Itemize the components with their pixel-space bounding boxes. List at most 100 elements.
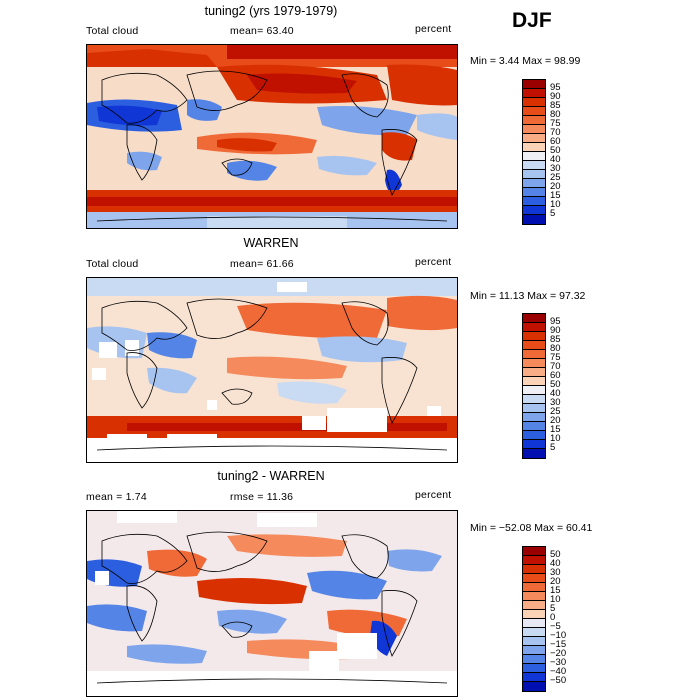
colorbar-swatch <box>523 655 545 664</box>
colorbar-tick-label: 70 <box>550 127 561 138</box>
colorbar-swatch <box>523 206 545 215</box>
colorbar-swatch <box>523 547 545 556</box>
colorbar-swatch <box>523 161 545 170</box>
colorbar-tick-label: 40 <box>550 154 561 165</box>
colorbar-swatch <box>523 619 545 628</box>
colorbar-swatch <box>523 565 545 574</box>
colorbar-swatch <box>523 116 545 125</box>
colorbar-swatch <box>523 359 545 368</box>
colorbar-swatch <box>523 107 545 116</box>
colorbar-tick-label: 15 <box>550 424 561 435</box>
colorbar-swatch <box>523 197 545 206</box>
panel2-field-label: Total cloud <box>86 258 139 270</box>
colorbar-tick-label: 30 <box>550 163 561 174</box>
colorbar-swatch <box>523 440 545 449</box>
colorbar-tick-label: 15 <box>550 190 561 201</box>
colorbar-swatch <box>523 143 545 152</box>
colorbar-tick-label: 85 <box>550 334 561 345</box>
colorbar-tick-label: 75 <box>550 118 561 129</box>
colorbar-tick-label: 90 <box>550 91 561 102</box>
colorbar-swatch <box>523 413 545 422</box>
colorbar-tick-label: 70 <box>550 361 561 372</box>
panel3-map <box>86 510 458 697</box>
colorbar-tick-label: 20 <box>550 576 561 587</box>
colorbar-swatch <box>523 601 545 610</box>
colorbar-tick-label: 5 <box>550 442 556 453</box>
colorbar-tick-label: 75 <box>550 352 561 363</box>
colorbar-swatch <box>523 592 545 601</box>
colorbar-tick-label: 50 <box>550 379 561 390</box>
colorbar-tick-label: 60 <box>550 370 561 381</box>
colorbar-tick-label: −15 <box>550 639 567 650</box>
panel3-minmax: Min = −52.08 Max = 60.41 <box>470 522 593 534</box>
colorbar-swatch <box>523 556 545 565</box>
colorbar-swatch <box>523 673 545 682</box>
colorbar-swatch <box>523 323 545 332</box>
colorbar-swatch <box>523 188 545 197</box>
panel2-map <box>86 277 458 463</box>
panel1-mean-label: mean= 63.40 <box>230 25 294 37</box>
colorbar-swatch <box>523 574 545 583</box>
colorbar-swatch <box>523 98 545 107</box>
colorbar-swatch <box>523 682 545 691</box>
colorbar-swatch <box>523 89 545 98</box>
colorbar-swatch <box>523 404 545 413</box>
colorbar-tick-label: 50 <box>550 549 561 560</box>
colorbar-swatch <box>523 377 545 386</box>
colorbar-tick-label: 40 <box>550 558 561 569</box>
colorbar-tick-label: −50 <box>550 675 567 686</box>
colorbar-tick-label: 15 <box>550 585 561 596</box>
colorbar-tick-label: 5 <box>550 603 556 614</box>
colorbar-tick-label: −40 <box>550 666 567 677</box>
colorbar-tick-label: 25 <box>550 172 561 183</box>
colorbar-tick-label: 95 <box>550 316 561 327</box>
colorbar-swatch <box>523 386 545 395</box>
colorbar-tick-label: 30 <box>550 567 561 578</box>
panel1-map <box>86 44 458 229</box>
panel3-mean-label: mean = 1.74 <box>86 491 147 503</box>
colorbar-tick-label: 90 <box>550 325 561 336</box>
colorbar-tick-label: 40 <box>550 388 561 399</box>
colorbar-tick-label: 85 <box>550 100 561 111</box>
colorbar-swatch <box>523 314 545 323</box>
colorbar-swatch <box>523 350 545 359</box>
colorbar-tick-label: 20 <box>550 181 561 192</box>
colorbar-swatch <box>523 610 545 619</box>
panel1-minmax: Min = 3.44 Max = 98.99 <box>470 55 581 67</box>
panel3-title: tuning2 - WARREN <box>217 469 325 483</box>
colorbar-swatch <box>523 332 545 341</box>
panel3-colorbar <box>522 546 546 692</box>
colorbar-swatch <box>523 170 545 179</box>
colorbar-swatch <box>523 449 545 458</box>
panel2-units-label: percent <box>415 256 452 268</box>
colorbar-tick-label: 95 <box>550 82 561 93</box>
colorbar-swatch <box>523 628 545 637</box>
colorbar-tick-label: 80 <box>550 343 561 354</box>
colorbar-tick-label: −10 <box>550 630 567 641</box>
colorbar-swatch <box>523 368 545 377</box>
season-label: DJF <box>512 9 552 32</box>
colorbar-swatch <box>523 215 545 224</box>
colorbar-swatch <box>523 395 545 404</box>
colorbar-tick-label: 20 <box>550 415 561 426</box>
colorbar-tick-label: 30 <box>550 397 561 408</box>
colorbar-swatch <box>523 664 545 673</box>
colorbar-tick-label: 80 <box>550 109 561 120</box>
panel2-minmax: Min = 11.13 Max = 97.32 <box>470 290 586 302</box>
panel1-title: tuning2 (yrs 1979-1979) <box>204 4 338 18</box>
colorbar-swatch <box>523 125 545 134</box>
colorbar-tick-label: 25 <box>550 406 561 417</box>
colorbar-tick-label: −30 <box>550 657 567 668</box>
colorbar-tick-label: 10 <box>550 199 561 210</box>
panel2-colorbar <box>522 313 546 459</box>
colorbar-tick-label: −20 <box>550 648 567 659</box>
colorbar-tick-label: 10 <box>550 594 561 605</box>
colorbar-tick-label: 10 <box>550 433 561 444</box>
colorbar-tick-label: −5 <box>550 621 561 632</box>
colorbar-swatch <box>523 583 545 592</box>
panel3-rmse-label: rmse = 11.36 <box>230 491 294 503</box>
panel1-field-label: Total cloud <box>86 25 139 37</box>
colorbar-swatch <box>523 179 545 188</box>
colorbar-swatch <box>523 422 545 431</box>
colorbar-swatch <box>523 80 545 89</box>
